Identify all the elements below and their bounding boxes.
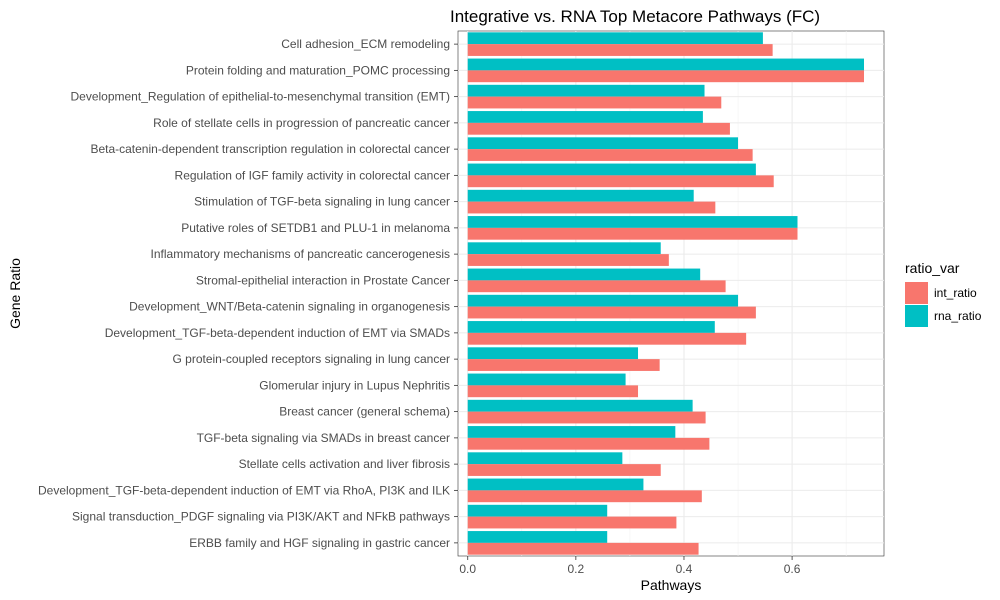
y-tick-label: Stromal-epithelial interaction in Prosta… bbox=[196, 273, 450, 287]
bar-int-ratio bbox=[467, 201, 716, 214]
bar-rna-ratio bbox=[467, 531, 608, 543]
y-tick-label: Signal transduction_PDGF signaling via P… bbox=[72, 510, 450, 524]
y-tick-labels: Cell adhesion_ECM remodeling Protein fold… bbox=[38, 37, 458, 550]
legend-label: int_ratio bbox=[934, 286, 977, 300]
y-tick-label: Breast cancer (general schema) bbox=[279, 405, 450, 419]
x-tick-label: 0.2 bbox=[568, 562, 585, 576]
bar-int-ratio bbox=[467, 280, 726, 293]
bar-rna-ratio bbox=[467, 452, 623, 465]
bar-rna-ratio bbox=[467, 111, 703, 123]
y-tick-label: Beta-catenin-dependent transcription reg… bbox=[90, 142, 450, 156]
bar-int-ratio bbox=[467, 227, 798, 240]
x-tick-label: 0.0 bbox=[459, 562, 476, 576]
y-tick-label: ERBB family and HGF signaling in gastric… bbox=[189, 536, 450, 550]
bar-int-ratio bbox=[467, 359, 660, 371]
y-tick-label: Development_TGF-beta-dependent induction… bbox=[105, 326, 450, 340]
bar-rna-ratio bbox=[467, 32, 763, 45]
bar-rna-ratio bbox=[467, 504, 608, 517]
bar-rna-ratio bbox=[467, 58, 864, 71]
bar-rna-ratio bbox=[467, 163, 756, 176]
y-tick-label: Stellate cells activation and liver fibr… bbox=[239, 457, 450, 471]
bar-rna-ratio bbox=[467, 189, 694, 202]
bar-rna-ratio bbox=[467, 347, 639, 360]
bar-rna-ratio bbox=[467, 321, 715, 333]
bar-int-ratio bbox=[467, 542, 699, 555]
y-tick-label: Inflammatory mechanisms of pancreatic ca… bbox=[151, 247, 450, 261]
y-tick-label: Cell adhesion_ECM remodeling bbox=[281, 37, 450, 51]
bar-int-ratio bbox=[467, 175, 774, 188]
bars bbox=[467, 32, 864, 555]
x-tick-labels: 0.0 0.2 0.4 0.6 bbox=[459, 556, 801, 576]
bar-int-ratio bbox=[467, 385, 639, 398]
bar-rna-ratio bbox=[467, 399, 693, 412]
bar-rna-ratio bbox=[467, 478, 644, 491]
bar-rna-ratio bbox=[467, 216, 798, 228]
y-tick-label: Regulation of IGF family activity in col… bbox=[175, 168, 450, 182]
bar-rna-ratio bbox=[467, 84, 705, 97]
x-axis-title: Pathways bbox=[641, 577, 702, 593]
bar-int-ratio bbox=[467, 516, 677, 529]
bar-int-ratio bbox=[467, 44, 773, 56]
bar-int-ratio bbox=[467, 70, 864, 83]
bar-int-ratio bbox=[467, 122, 730, 135]
bar-rna-ratio bbox=[467, 426, 676, 438]
y-tick-label: Development_Regulation of epithelial-to-… bbox=[70, 90, 450, 104]
bar-int-ratio bbox=[467, 464, 661, 476]
legend: ratio_var int_ratio rna_ratio bbox=[905, 260, 982, 327]
y-tick-label: Stimulation of TGF-beta signaling in lun… bbox=[194, 195, 450, 209]
chart-title: Integrative vs. RNA Top Metacore Pathway… bbox=[450, 7, 820, 26]
legend-label: rna_ratio bbox=[934, 309, 982, 323]
y-tick-label: Development_TGF-beta-dependent induction… bbox=[38, 483, 450, 497]
bar-rna-ratio bbox=[467, 242, 661, 255]
y-tick-label: Role of stellate cells in progression of… bbox=[153, 116, 450, 130]
y-tick-label: Putative roles of SETDB1 and PLU-1 in me… bbox=[181, 221, 450, 235]
bar-rna-ratio bbox=[467, 294, 739, 307]
y-tick-label: Development_WNT/Beta-catenin signaling i… bbox=[129, 300, 450, 314]
bar-rna-ratio bbox=[467, 137, 739, 150]
bar-rna-ratio bbox=[467, 373, 626, 386]
bar-int-ratio bbox=[467, 306, 756, 319]
y-tick-label: Glomerular injury in Lupus Nephritis bbox=[259, 378, 450, 392]
bar-int-ratio bbox=[467, 490, 702, 503]
x-tick-label: 0.4 bbox=[676, 562, 693, 576]
legend-title: ratio_var bbox=[905, 260, 960, 276]
y-axis-title: Gene Ratio bbox=[7, 258, 23, 329]
y-tick-label: G protein-coupled receptors signaling in… bbox=[173, 352, 451, 366]
bar-int-ratio bbox=[467, 149, 753, 161]
bar-int-ratio bbox=[467, 254, 669, 266]
x-tick-label: 0.6 bbox=[784, 562, 801, 576]
bar-int-ratio bbox=[467, 332, 747, 345]
y-tick-label: Protein folding and maturation_POMC proc… bbox=[186, 63, 450, 77]
y-tick-label: TGF-beta signaling via SMADs in breast c… bbox=[197, 431, 450, 445]
bar-int-ratio bbox=[467, 411, 706, 424]
legend-swatch-rna-ratio bbox=[905, 305, 928, 327]
legend-swatch-int-ratio bbox=[905, 282, 928, 304]
bar-rna-ratio bbox=[467, 268, 701, 281]
bar-int-ratio bbox=[467, 437, 710, 450]
bar-int-ratio bbox=[467, 96, 722, 109]
